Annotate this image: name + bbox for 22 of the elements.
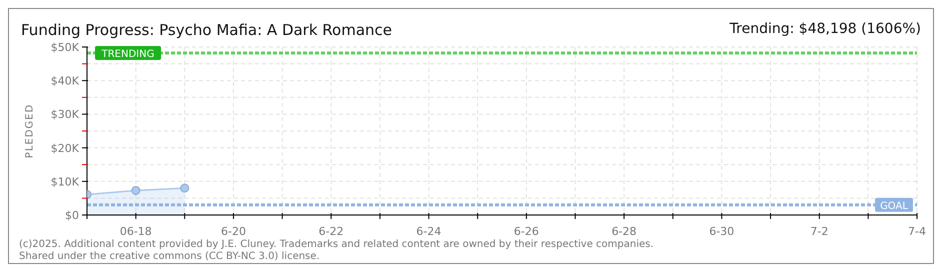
- text: (c)2025. Additional content provided by J.E. Cluney. Trademarks and related content are owned by their respective companies.: [19, 239, 654, 251]
- x-tick-label: 6-26: [514, 225, 539, 238]
- y-tick-label: $50K: [50, 41, 80, 54]
- x-tick-label: 6-20: [220, 225, 246, 238]
- y-tick-label: $30K: [50, 108, 80, 122]
- x-tick-label: 06-18: [120, 225, 152, 238]
- chart-title: Funding Progress: Psycho Mafia: A Dark Romance: [21, 21, 392, 39]
- y-tick-label: $40K: [50, 74, 80, 88]
- y-tick-label: $0: [65, 209, 79, 222]
- x-tick-label: 6-22: [318, 225, 344, 238]
- chart-subtitle: Trending: $48,198 (1606%): [730, 21, 921, 37]
- ref-line-label: GOAL: [880, 200, 908, 212]
- x-tick-label: 6-28: [612, 225, 637, 238]
- ref-line-label: TRENDING: [100, 49, 154, 60]
- x-tick-label: 7-2: [810, 225, 828, 238]
- y-tick-label: $20K: [50, 142, 80, 155]
- text: Shared under the creative commons (CC BY-NC 3.0) license.: [19, 251, 321, 263]
- y-axis-title: PLEDGED: [24, 104, 36, 158]
- x-tick-label: 7-4: [908, 225, 926, 238]
- x-tick-label: 6-24: [416, 225, 442, 238]
- y-tick-label: $10K: [50, 175, 80, 188]
- x-tick-label: 6-30: [709, 225, 734, 238]
